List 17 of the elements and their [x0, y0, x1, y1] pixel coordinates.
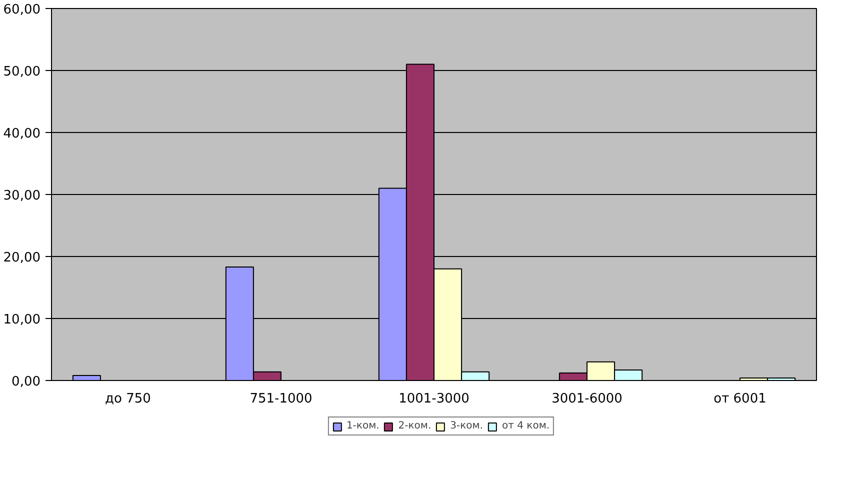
y-tick-label: 60,00 [3, 2, 40, 18]
y-tick-label: 0,00 [12, 374, 41, 390]
legend-label: 3-ком. [450, 420, 484, 432]
y-tick-label: 50,00 [3, 64, 40, 80]
x-tick-label: от 6001 [714, 392, 766, 406]
x-tick-label: 1001-3000 [398, 392, 470, 406]
x-tick-label: 751-1000 [250, 392, 312, 406]
legend-label: 1-ком. [346, 420, 380, 432]
legend-label: от 4 ком. [502, 420, 550, 432]
x-tick-label: 3001-6000 [552, 392, 622, 406]
y-tick-label: 10,00 [3, 312, 40, 328]
legend-label: 2-ком. [398, 420, 432, 432]
x-tick-label: до 750 [105, 392, 151, 406]
y-tick-label: 40,00 [3, 126, 40, 142]
y-tick-label: 30,00 [3, 188, 40, 204]
y-tick-label: 20,00 [3, 250, 40, 266]
bar [72, 375, 101, 380]
